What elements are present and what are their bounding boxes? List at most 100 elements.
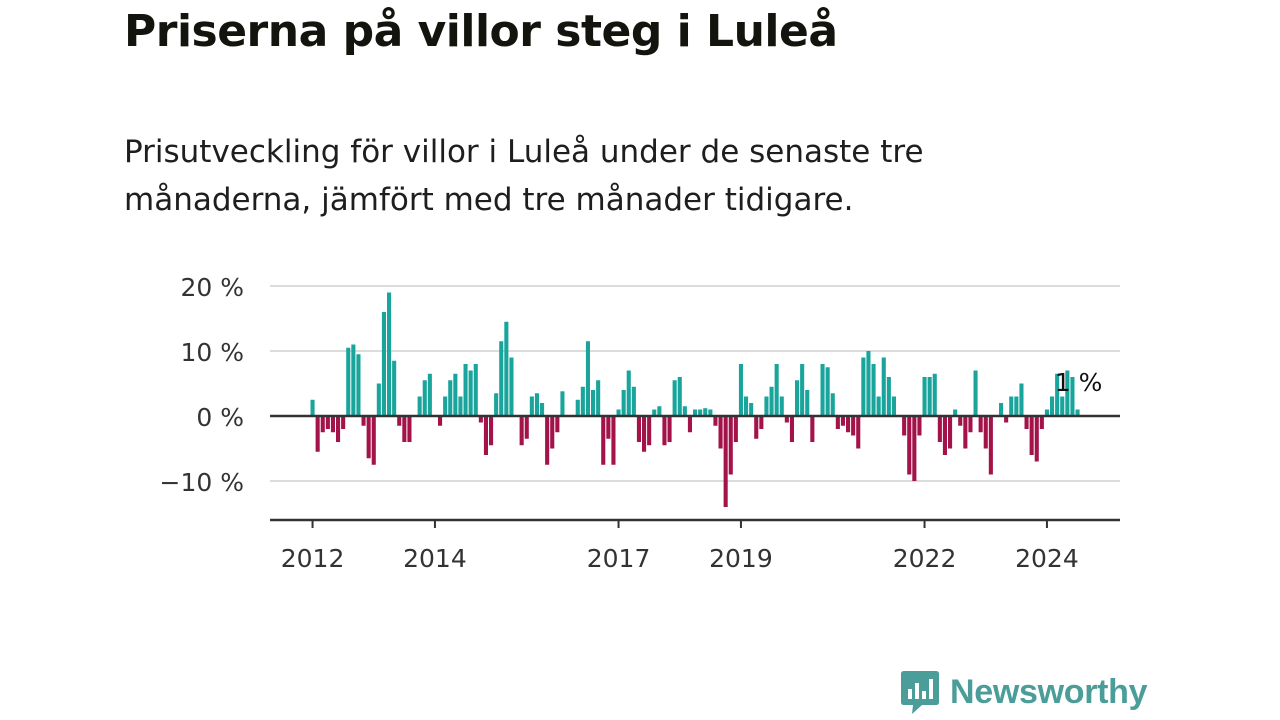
bar <box>417 396 422 416</box>
bar <box>509 357 514 416</box>
bar <box>422 380 427 416</box>
bar <box>881 357 886 416</box>
bar <box>942 416 947 455</box>
bar <box>642 416 647 452</box>
bar <box>958 416 963 426</box>
bar <box>999 403 1004 416</box>
bar <box>1009 396 1014 416</box>
y-tick-label: −10 % <box>160 468 244 497</box>
bar <box>320 416 325 433</box>
bar <box>473 364 478 416</box>
bar <box>927 377 932 416</box>
bar <box>937 416 942 442</box>
bar <box>856 416 861 449</box>
x-tick-label: 2012 <box>281 544 345 573</box>
bar <box>886 377 891 416</box>
bar <box>621 390 626 416</box>
bar <box>948 416 953 449</box>
bar <box>672 380 677 416</box>
bar-chart-icon <box>901 671 939 714</box>
x-tick-label: 2024 <box>1015 544 1079 573</box>
bar <box>667 416 672 442</box>
bar <box>764 396 769 416</box>
bar <box>657 406 662 416</box>
bar-chart: 20 % 10 % 0 % −10 % 2012 2014 2017 2019 2022 2024… <box>160 273 1120 573</box>
bar <box>550 416 555 449</box>
bar <box>738 364 743 416</box>
bar <box>443 396 448 416</box>
bar <box>978 416 983 433</box>
bar <box>438 416 443 426</box>
x-tick-label: 2022 <box>893 544 957 573</box>
bar <box>478 416 483 423</box>
bar <box>366 416 371 459</box>
bar <box>744 396 749 416</box>
bar <box>402 416 407 442</box>
bar <box>585 341 590 416</box>
latest-value-annotation: 1 % <box>1055 368 1103 397</box>
bar <box>907 416 912 475</box>
bar <box>779 396 784 416</box>
bar <box>392 360 397 416</box>
bar <box>682 406 687 416</box>
bar <box>1044 409 1049 416</box>
bar <box>662 416 667 446</box>
bar <box>723 416 728 507</box>
bar <box>805 390 810 416</box>
bar <box>1060 396 1065 416</box>
bar <box>534 393 539 416</box>
bar <box>968 416 973 433</box>
bar <box>677 377 682 416</box>
bar <box>749 403 754 416</box>
x-tick-label: 2014 <box>403 544 467 573</box>
bar <box>310 399 315 416</box>
bar <box>871 364 876 416</box>
bar <box>810 416 815 442</box>
bar <box>1019 383 1024 416</box>
bar <box>963 416 968 449</box>
axis-layer <box>270 414 1120 528</box>
bar <box>876 396 881 416</box>
bar <box>825 367 830 416</box>
chart-subtitle: Prisutveckling för villor i Luleå under … <box>124 134 924 218</box>
bar <box>846 416 851 433</box>
grid-layer <box>270 285 1120 482</box>
bar <box>458 396 463 416</box>
bar <box>703 408 708 416</box>
bar <box>922 377 927 416</box>
y-tick-label: 10 % <box>180 338 244 367</box>
bar <box>545 416 550 465</box>
bar <box>988 416 993 475</box>
bar <box>361 416 366 426</box>
bar <box>448 380 453 416</box>
bar <box>1004 416 1009 423</box>
bar <box>499 341 504 416</box>
bar <box>754 416 759 439</box>
bar <box>330 416 335 433</box>
bar <box>631 386 636 416</box>
bar <box>325 416 330 429</box>
brand-logo: Newsworthy <box>900 668 1148 716</box>
bar <box>917 416 922 436</box>
bar <box>652 409 657 416</box>
bar <box>1039 416 1044 429</box>
bar <box>693 409 698 416</box>
bar <box>580 386 585 416</box>
bar <box>626 370 631 416</box>
bar <box>932 373 937 416</box>
bar <box>647 416 652 446</box>
bar <box>529 396 534 416</box>
bar <box>504 321 509 416</box>
bar <box>983 416 988 449</box>
bar <box>1034 416 1039 462</box>
bar <box>519 416 524 446</box>
bar <box>341 416 346 429</box>
bar <box>1075 409 1080 416</box>
bar <box>489 416 494 446</box>
bar <box>560 391 565 416</box>
bar <box>840 416 845 426</box>
bar <box>1029 416 1034 455</box>
bar-layer <box>310 292 1080 507</box>
bar <box>591 390 596 416</box>
bar <box>524 416 529 439</box>
